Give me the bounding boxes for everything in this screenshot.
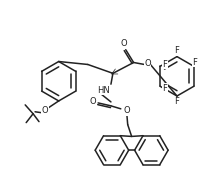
Text: O: O [144, 59, 151, 68]
Text: F: F [162, 84, 167, 93]
Text: O: O [90, 97, 97, 106]
Text: F: F [175, 46, 179, 55]
Text: O: O [42, 106, 48, 115]
Text: HN: HN [97, 85, 109, 95]
Text: O: O [124, 106, 130, 115]
Text: O: O [120, 39, 127, 48]
Text: F: F [193, 58, 198, 67]
Text: F: F [162, 60, 167, 69]
Text: F: F [175, 97, 179, 106]
